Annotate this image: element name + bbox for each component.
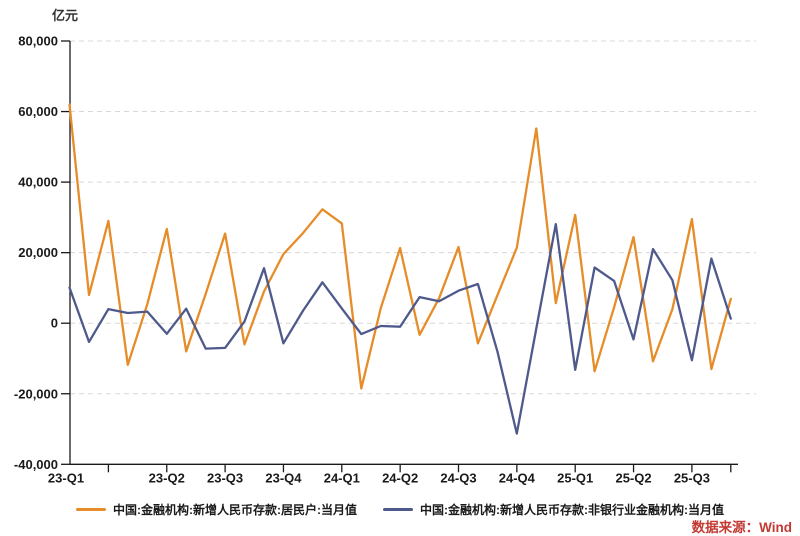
x-tick-label: 25-Q3 bbox=[674, 470, 710, 485]
x-tick-label: 23-Q1 bbox=[48, 470, 84, 485]
legend-label-nonbank: 中国:金融机构:新增人民币存款:非银行业金融机构:当月值 bbox=[420, 503, 724, 517]
household-deposits-line bbox=[68, 103, 732, 390]
x-tick-label: 23-Q3 bbox=[207, 470, 243, 485]
navy-line-swatch-icon bbox=[383, 508, 413, 511]
nonbank-deposits-line bbox=[68, 222, 732, 435]
x-tick-label: 23-Q4 bbox=[265, 470, 302, 485]
legend-label-household: 中国:金融机构:新增人民币存款:居民户:当月值 bbox=[113, 503, 357, 517]
y-tick-label: 40,000 bbox=[18, 175, 58, 190]
x-tick-label: 24-Q4 bbox=[499, 470, 536, 485]
x-tick-label: 23-Q2 bbox=[149, 470, 185, 485]
x-tick-label: 25-Q1 bbox=[557, 470, 593, 485]
x-tick-label: 24-Q1 bbox=[324, 470, 360, 485]
data-source-label: 数据来源：Wind bbox=[691, 520, 792, 535]
x-tick-label: 25-Q2 bbox=[615, 470, 651, 485]
legend-item-nonbank: 中国:金融机构:新增人民币存款:非银行业金融机构:当月值 bbox=[383, 501, 724, 518]
x-tick-label: 24-Q2 bbox=[382, 470, 418, 485]
legend: 中国:金融机构:新增人民币存款:居民户:当月值 中国:金融机构:新增人民币存款:… bbox=[0, 501, 800, 518]
y-tick-label: -20,000 bbox=[14, 386, 58, 401]
orange-line-swatch-icon bbox=[76, 508, 106, 511]
y-tick-label: 60,000 bbox=[18, 104, 58, 119]
legend-item-household: 中国:金融机构:新增人民币存款:居民户:当月值 bbox=[76, 501, 357, 518]
y-tick-label: 0 bbox=[51, 316, 58, 331]
y-axis-unit-label: 亿元 bbox=[52, 8, 79, 23]
y-tick-label: 80,000 bbox=[18, 34, 58, 49]
y-tick-label: 20,000 bbox=[18, 245, 58, 260]
x-tick-label: 24-Q3 bbox=[440, 470, 476, 485]
y-tick-label: -40,000 bbox=[14, 457, 58, 472]
